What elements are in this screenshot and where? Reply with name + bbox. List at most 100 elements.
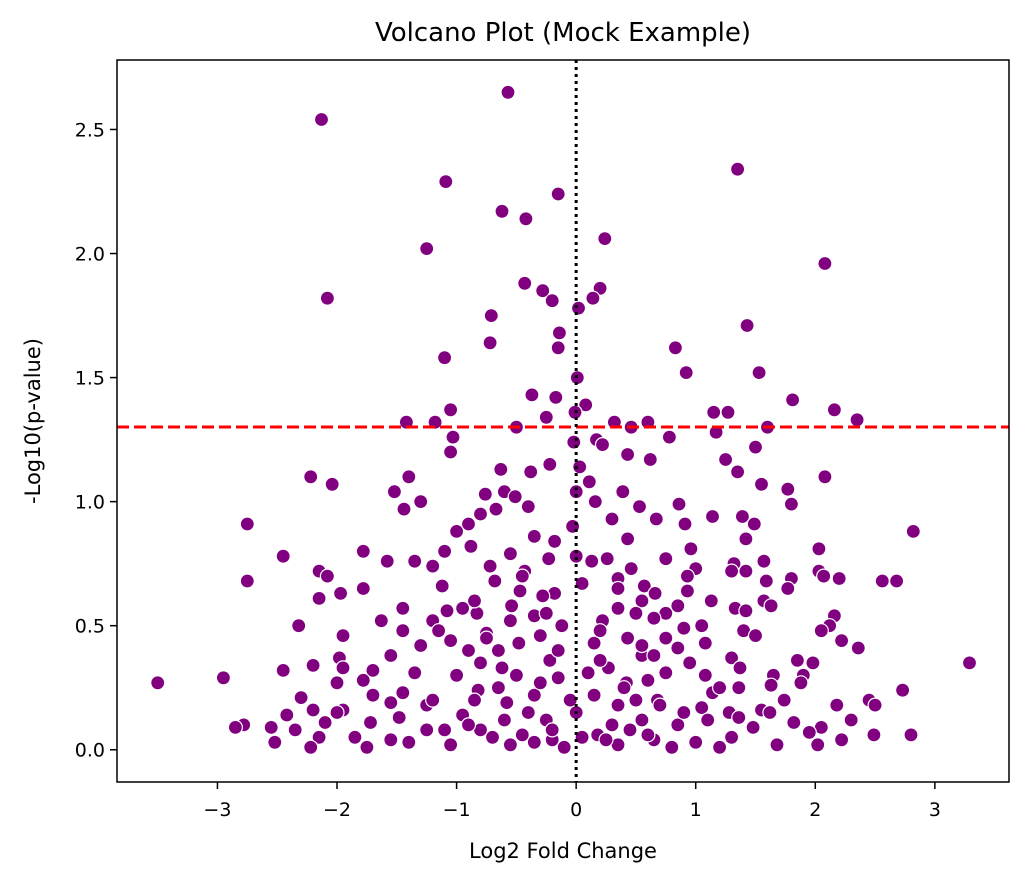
data-point xyxy=(215,670,231,686)
data-point xyxy=(391,709,407,726)
data-point xyxy=(604,511,620,527)
data-point xyxy=(688,734,704,750)
data-point xyxy=(745,719,761,736)
data-point xyxy=(484,729,501,745)
data-point xyxy=(628,692,644,708)
data-point xyxy=(494,203,510,219)
data-point xyxy=(658,630,674,646)
data-point xyxy=(524,387,540,403)
data-point xyxy=(610,600,626,616)
data-point xyxy=(661,429,678,445)
data-point xyxy=(723,729,740,745)
data-point xyxy=(640,727,656,743)
data-point xyxy=(585,290,601,306)
data-point xyxy=(813,623,829,639)
data-point xyxy=(514,568,530,584)
data-point xyxy=(574,729,590,745)
data-point xyxy=(425,692,441,708)
data-point xyxy=(682,655,698,671)
data-point xyxy=(455,600,471,616)
data-point xyxy=(472,655,489,671)
data-point xyxy=(634,712,650,728)
data-point xyxy=(347,729,363,745)
y-tick-label: 2.0 xyxy=(75,244,105,266)
data-point xyxy=(619,531,636,547)
data-point xyxy=(482,335,498,351)
x-tick-label: 3 xyxy=(929,799,941,821)
data-point xyxy=(598,732,614,748)
data-point xyxy=(359,739,375,755)
data-point xyxy=(395,623,411,639)
data-point xyxy=(671,496,687,512)
data-point xyxy=(407,665,423,681)
data-point xyxy=(490,680,506,696)
data-point xyxy=(751,365,767,381)
data-point xyxy=(303,739,319,755)
data-point xyxy=(694,699,710,716)
data-point xyxy=(365,662,381,679)
data-point xyxy=(738,531,754,547)
data-point xyxy=(395,685,411,701)
data-point xyxy=(520,499,536,515)
data-point xyxy=(542,652,558,669)
data-point xyxy=(780,580,796,597)
data-point xyxy=(383,694,399,711)
data-point xyxy=(677,516,693,532)
data-point xyxy=(517,275,533,291)
data-point xyxy=(546,533,563,549)
data-point xyxy=(849,412,865,428)
data-point xyxy=(658,665,674,681)
data-point xyxy=(599,551,615,567)
data-point xyxy=(335,627,351,644)
data-point xyxy=(502,546,518,562)
data-point xyxy=(592,623,608,639)
data-point xyxy=(783,496,800,512)
data-point xyxy=(584,553,600,569)
data-point xyxy=(831,570,847,587)
data-point xyxy=(704,508,721,525)
chart-title: Volcano Plot (Mock Example) xyxy=(375,18,751,48)
data-point xyxy=(401,734,417,750)
y-tick-label: 1.5 xyxy=(75,368,105,390)
data-point xyxy=(407,553,423,569)
data-point xyxy=(683,541,699,557)
data-point xyxy=(507,489,523,505)
data-point xyxy=(833,632,850,649)
data-point xyxy=(554,618,570,634)
data-point xyxy=(587,494,603,510)
data-point xyxy=(580,665,596,681)
data-point xyxy=(903,727,919,743)
data-point xyxy=(866,727,882,743)
data-point xyxy=(622,722,638,738)
data-point xyxy=(488,501,504,517)
data-point xyxy=(833,732,850,748)
y-tick-label: 0.0 xyxy=(75,740,105,762)
data-point xyxy=(568,484,584,500)
data-point xyxy=(383,647,399,664)
data-point xyxy=(437,350,453,366)
data-point xyxy=(711,680,728,696)
data-point xyxy=(586,687,602,703)
data-point xyxy=(829,697,845,713)
data-point xyxy=(670,640,686,656)
data-point xyxy=(291,618,307,634)
data-point xyxy=(762,704,778,721)
data-point xyxy=(628,605,644,621)
data-point xyxy=(526,734,542,750)
data-point xyxy=(319,568,335,584)
data-point xyxy=(801,724,817,741)
data-point xyxy=(874,573,890,589)
data-point xyxy=(477,486,493,502)
data-point xyxy=(483,308,499,324)
data-point xyxy=(700,712,716,728)
data-point xyxy=(508,667,525,683)
data-point xyxy=(667,340,684,356)
data-point xyxy=(287,722,303,738)
data-point xyxy=(758,573,774,589)
data-point xyxy=(494,660,510,676)
data-point xyxy=(355,543,371,559)
plot-area xyxy=(116,59,1010,783)
data-point xyxy=(664,739,680,755)
data-point xyxy=(449,523,465,540)
data-point xyxy=(541,551,557,567)
